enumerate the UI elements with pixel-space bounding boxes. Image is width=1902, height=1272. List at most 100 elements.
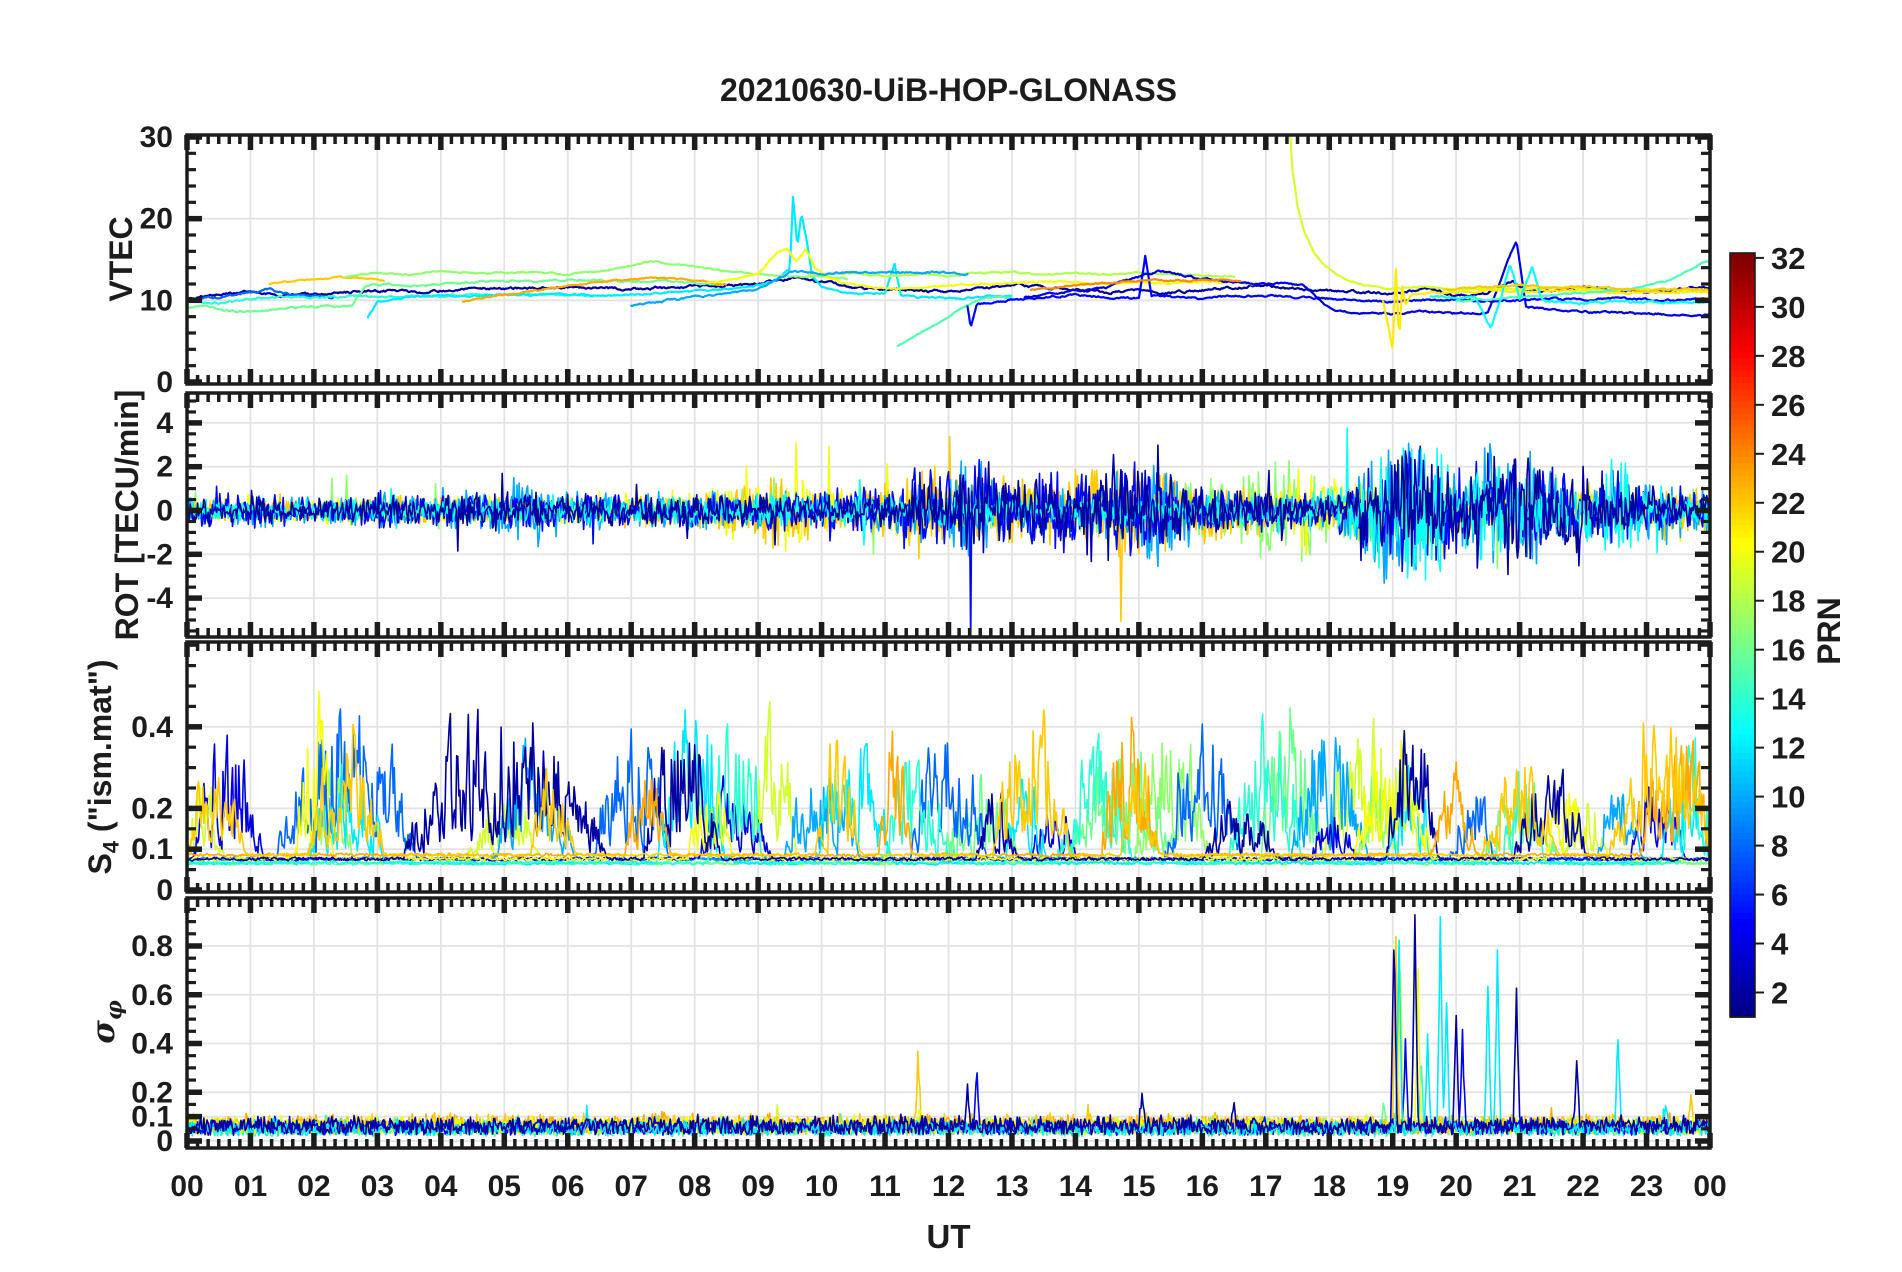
colorbar-band [1730,770,1755,778]
colorbar-band [1730,333,1755,341]
colorbar-band [1730,967,1755,975]
colorbar-band [1730,400,1755,408]
ytick-labels-ROT: -4 -2 0 2 4 [146,407,173,615]
xtick-label: 22 [1566,1170,1599,1203]
ytick-label: 2 [156,451,173,484]
colorbar-band [1730,702,1755,710]
colorbar-band [1730,862,1755,870]
trace-prn-18 [807,270,1236,278]
colorbar-band [1730,899,1755,907]
colorbar-band [1730,462,1755,470]
ytick-label: 0 [156,874,173,907]
trace-prn-22 [1442,283,1709,293]
colorbar-band [1730,591,1755,599]
colorbar-band [1730,548,1755,556]
colorbar-band [1730,363,1755,371]
trace-prn-8 [188,287,335,303]
xtick-label: 05 [488,1170,521,1203]
colorbar-band [1730,973,1755,981]
ytick-label: 0.8 [131,930,173,963]
colorbar-band [1730,450,1755,458]
ytick-label: -2 [146,538,173,571]
xtick-label: 03 [361,1170,394,1203]
panel-VTEC: 0 10 20 30 [140,121,1713,399]
ytick-label: 0.2 [131,1076,173,1109]
colorbar-band [1730,832,1755,840]
colorbar-band [1730,678,1755,686]
colorbar-band [1730,912,1755,920]
colorbar-band [1730,265,1755,273]
colorbar-band [1730,604,1755,612]
xtick-label: 02 [297,1170,330,1203]
colorbar-band [1730,567,1755,575]
trace-prn-15 [896,295,1014,347]
xtick-label: 15 [1122,1170,1155,1203]
xtick-label: 06 [551,1170,584,1203]
colorbar-tick-label: 22 [1771,486,1805,521]
colorbar-band [1730,795,1755,803]
colorbar-band [1730,554,1755,562]
colorbar-band [1730,690,1755,698]
colorbar-band [1730,425,1755,433]
xtick-label: 14 [1059,1170,1093,1203]
trace-prn-10 [630,269,969,307]
ytick-labels-VTEC: 0 10 20 30 [140,121,173,399]
trace-prn-19 [1289,136,1709,292]
xtick-label: 18 [1313,1170,1346,1203]
colorbar-band [1730,721,1755,729]
colorbar-band [1730,813,1755,821]
xtick-label: 09 [741,1170,774,1203]
colorbar-band [1730,320,1755,328]
gridlines-sigma_phi [189,900,1708,1146]
colorbar-band [1730,622,1755,630]
xtick-label: 08 [678,1170,711,1203]
colorbar-band [1730,536,1755,544]
colorbar-band [1730,801,1755,809]
colorbar-band [1730,487,1755,495]
colorbar-band [1730,394,1755,402]
colorbar-band [1730,665,1755,673]
ytick-labels-sigma_phi: 00.10.2 0.4 0.6 0.8 [131,930,173,1158]
colorbar-band [1730,893,1755,901]
xtick-label: 07 [615,1170,648,1203]
colorbar-band [1730,641,1755,649]
trace-prn-4 [1023,241,1709,318]
colorbar-band [1730,1010,1755,1018]
colorbar-band [1730,296,1755,304]
colorbar-band [1730,259,1755,267]
colorbar-band [1730,326,1755,334]
colorbar-band [1730,684,1755,692]
colorbar-tick-label: 28 [1771,339,1805,374]
trace-prn-12 [366,195,1013,319]
colorbar-band [1730,961,1755,969]
trace-prn-13 [1429,265,1709,329]
series-S4 [188,690,1709,867]
colorbar-band [1730,407,1755,414]
colorbar-band [1730,505,1755,513]
colorbar-band [1730,715,1755,723]
xtick-label: 11 [869,1170,901,1203]
panel-ROT: -4 -2 0 2 4 [146,391,1713,639]
ticks-ROT [184,393,1713,637]
colorbar-band [1730,517,1755,525]
colorbar-tick-label: 2 [1771,976,1788,1011]
colorbar-band [1730,579,1755,587]
colorbar-tick-label: 30 [1771,290,1805,325]
xtick-labels: 00 01 02 03 04 05 06 07 08 09 10 11 12 13 14 15 16 17 18 19… [170,1170,1726,1203]
colorbar-tick-label: 6 [1771,878,1788,913]
ticks-sigma_phi [184,898,1713,1148]
trace-prn-17 [344,259,849,281]
ticks-VTEC [184,134,1713,385]
colorbar-tick-label: 24 [1771,437,1806,472]
colorbar-band [1730,585,1755,593]
colorbar-band [1730,647,1755,655]
colorbar-band [1730,708,1755,716]
colorbar-band [1730,345,1755,353]
colorbar-band [1730,745,1755,753]
trace-prn-2 [188,708,1709,862]
colorbar-tick-label: 14 [1771,682,1806,717]
colorbar-band [1730,271,1755,279]
colorbar-band [1730,542,1755,550]
